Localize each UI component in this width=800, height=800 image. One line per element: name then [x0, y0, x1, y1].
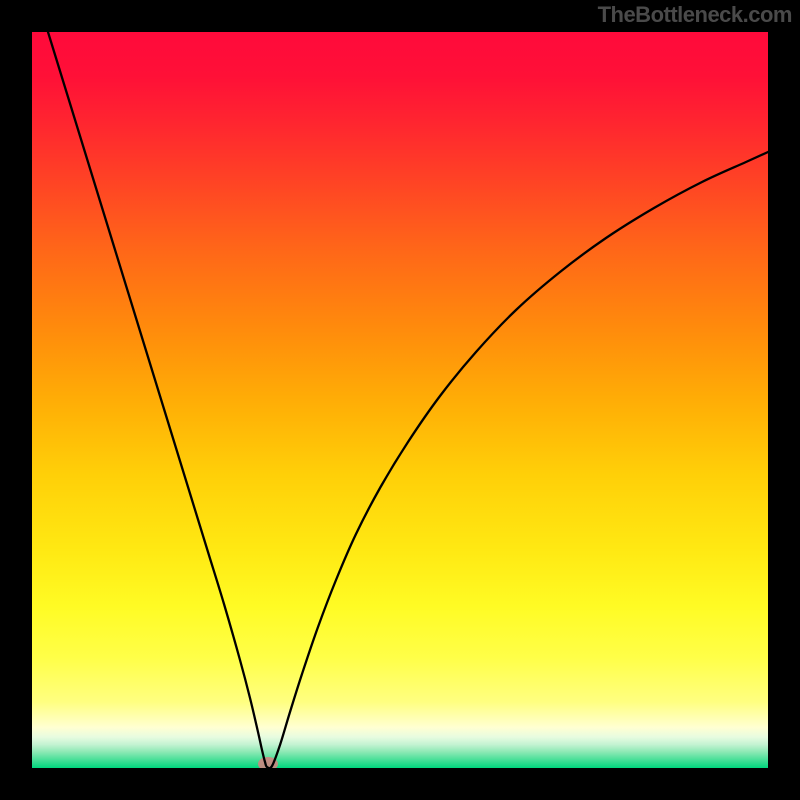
- chart-frame: TheBottleneck.com: [0, 0, 800, 800]
- background-gradient: [32, 32, 768, 768]
- watermark-text: TheBottleneck.com: [598, 2, 792, 28]
- plot-area: [32, 32, 768, 768]
